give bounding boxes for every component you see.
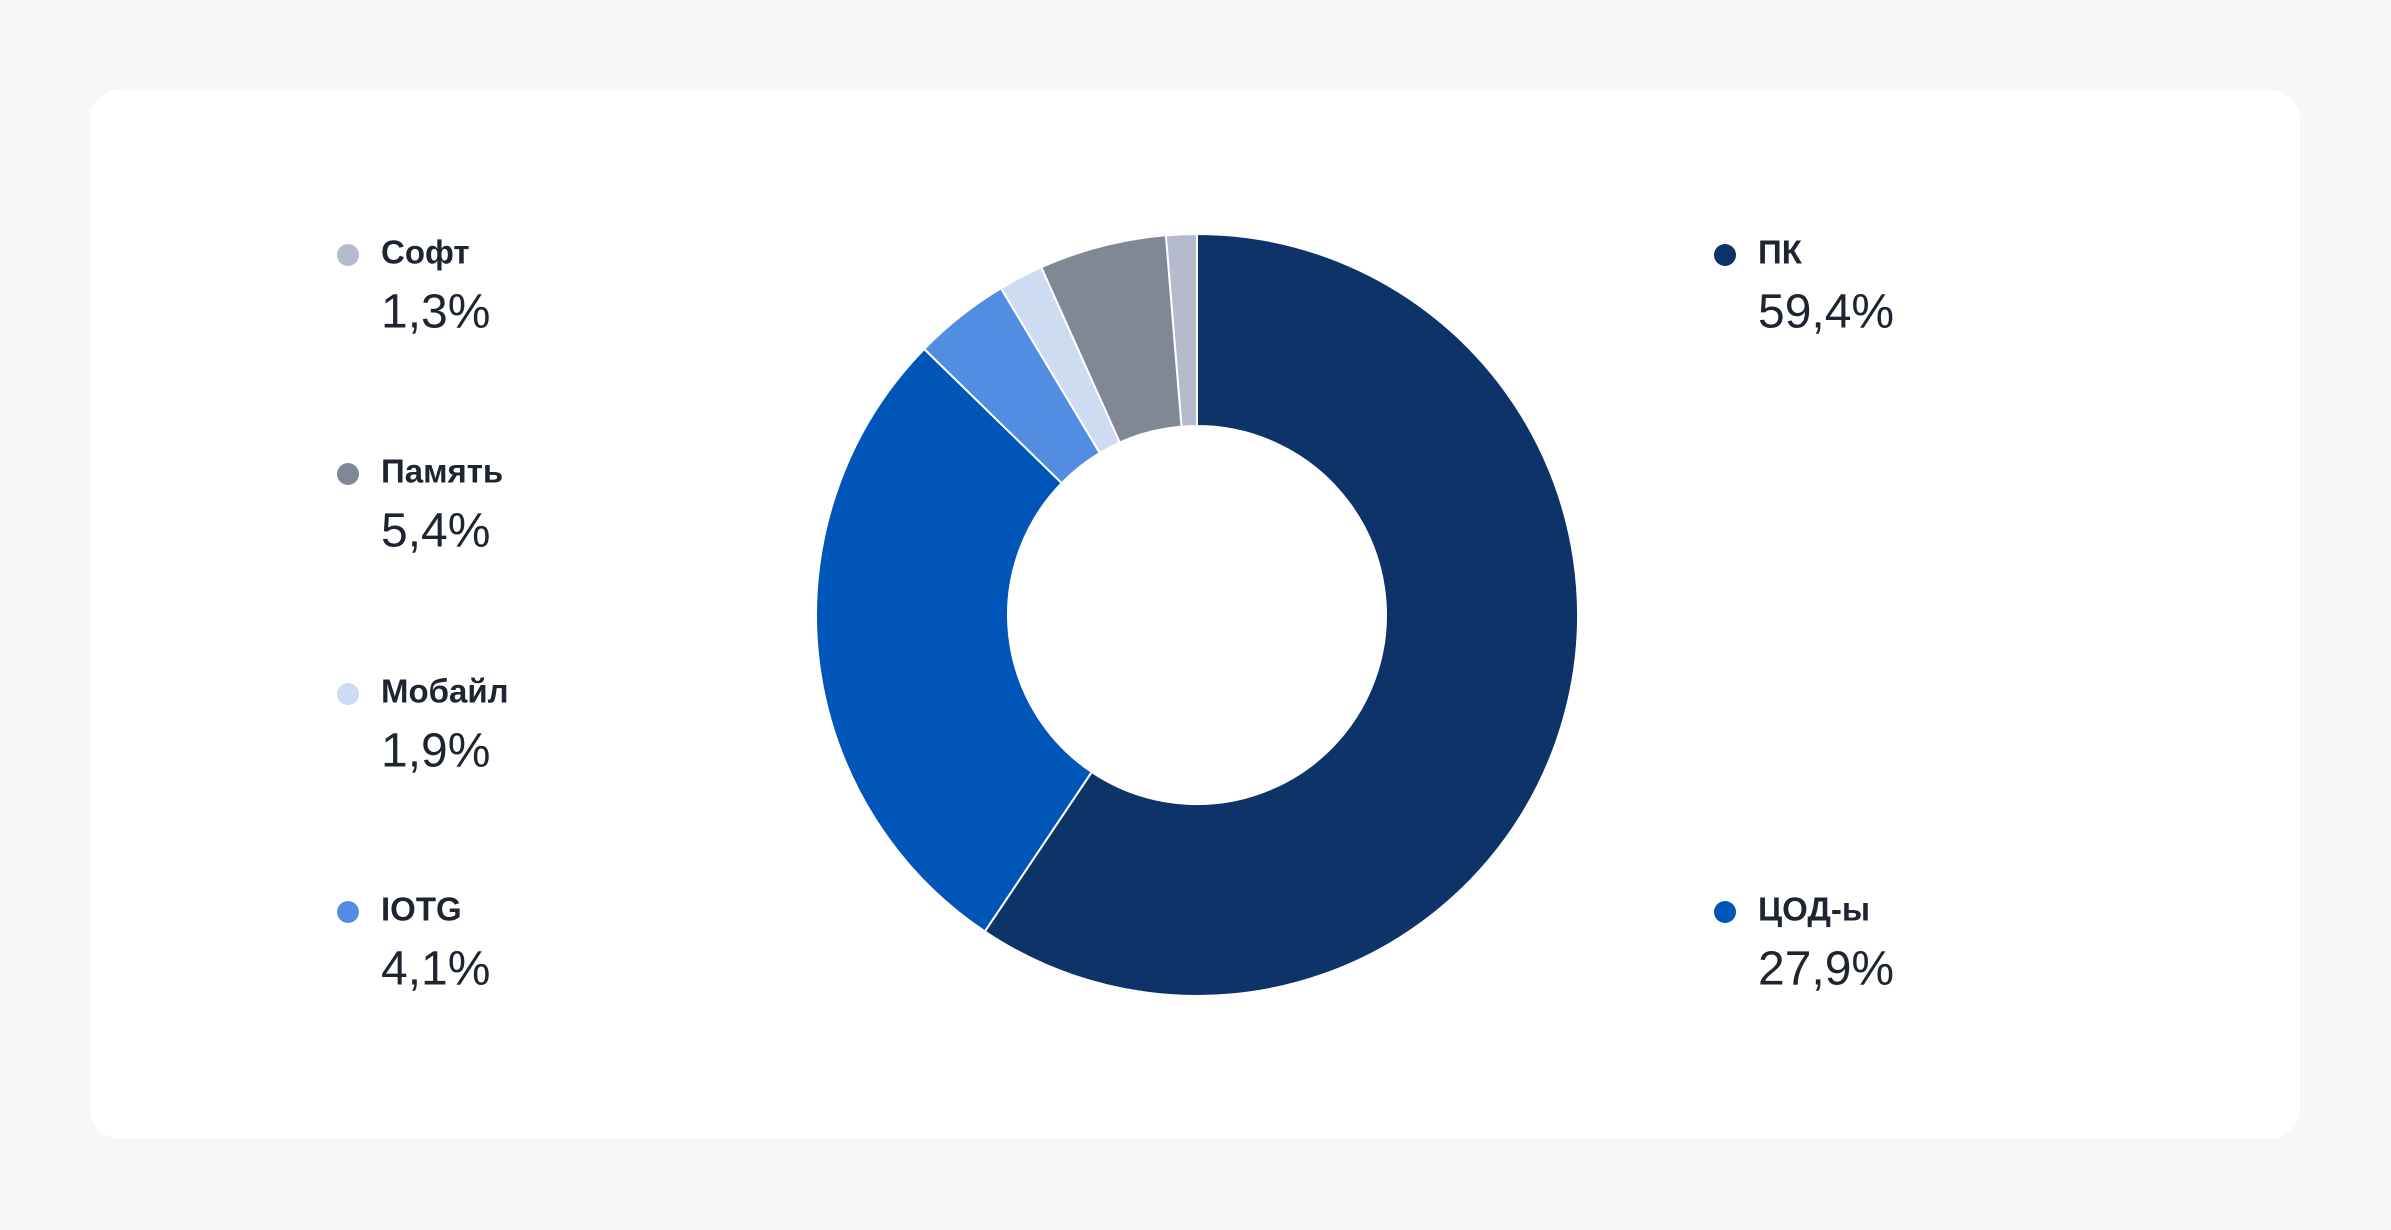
value-label: 5,4% — [381, 505, 490, 558]
value-label: 27,9% — [1758, 943, 1894, 996]
legend-dot — [337, 463, 359, 485]
value-label: 1,3% — [381, 286, 490, 339]
slice — [983, 232, 1579, 997]
value-label: 4,1% — [381, 943, 490, 996]
legend-label: Мобайл — [381, 673, 509, 710]
card — [90, 90, 2300, 1139]
value-label: 59,4% — [1758, 286, 1894, 339]
value-label: 1,9% — [381, 725, 490, 778]
legend-label: ЦОД-ы — [1758, 891, 1870, 928]
legend-label: IOTG — [381, 891, 462, 928]
legend-dot — [337, 683, 359, 705]
legend-label: ПК — [1758, 234, 1803, 271]
legend-dot — [337, 901, 359, 923]
legend-label: Память — [381, 453, 503, 490]
legend-label: Софт — [381, 234, 470, 271]
legend-dot — [337, 244, 359, 266]
legend-dot — [1714, 901, 1736, 923]
slice — [815, 347, 1094, 933]
legend-dot — [1714, 244, 1736, 266]
slice — [1164, 232, 1198, 428]
